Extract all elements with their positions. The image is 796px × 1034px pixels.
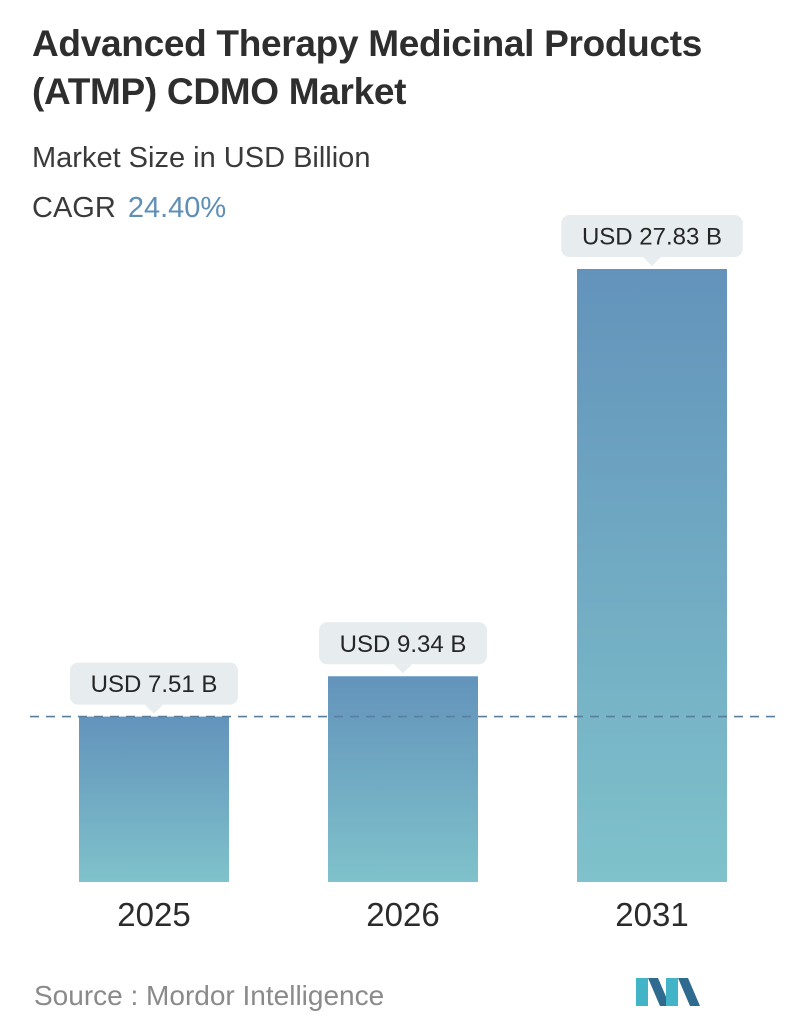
mordor-intelligence-logo-icon: [636, 978, 700, 1006]
chart-title: Advanced Therapy Medicinal Products (ATM…: [32, 20, 772, 116]
data-label-2031: USD 27.83 B: [561, 215, 743, 266]
chart-title-line2: (ATMP) CDMO Market: [32, 71, 407, 112]
chart-subtitle: Market Size in USD Billion: [32, 142, 371, 174]
data-label-text: USD 7.51 B: [91, 671, 218, 698]
chart-title-line1: Advanced Therapy Medicinal Products: [32, 23, 703, 64]
data-label-text: USD 27.83 B: [582, 224, 722, 251]
data-label-box: [319, 622, 487, 665]
data-label-pointer: [145, 704, 163, 714]
x-tick-label-2026: 2026: [366, 896, 439, 933]
source-attribution: Source : Mordor Intelligence: [34, 980, 385, 1011]
data-labels: USD 7.51 B USD 9.34 B USD 27.83 B: [70, 215, 743, 714]
x-axis-ticks: 2025 2026 2031: [117, 896, 688, 933]
data-label-pointer: [643, 257, 661, 266]
data-label-2026: USD 9.34 B: [319, 622, 487, 674]
data-label-pointer: [394, 664, 412, 674]
x-tick-label-2025: 2025: [117, 896, 190, 933]
data-label-box: [561, 215, 743, 257]
x-tick-label-2031: 2031: [615, 896, 688, 933]
data-label-2025: USD 7.51 B: [70, 662, 238, 714]
bar-2026: [328, 676, 478, 882]
cagr-label: CAGR: [32, 192, 116, 224]
bar-2025: [79, 716, 229, 882]
bar-2031: [577, 269, 727, 882]
data-label-box: [70, 662, 238, 705]
bars: [79, 269, 727, 882]
data-label-text: USD 9.34 B: [340, 631, 467, 658]
cagr-row: CAGR 24.40%: [32, 190, 226, 226]
cagr-value: 24.40%: [127, 192, 227, 224]
